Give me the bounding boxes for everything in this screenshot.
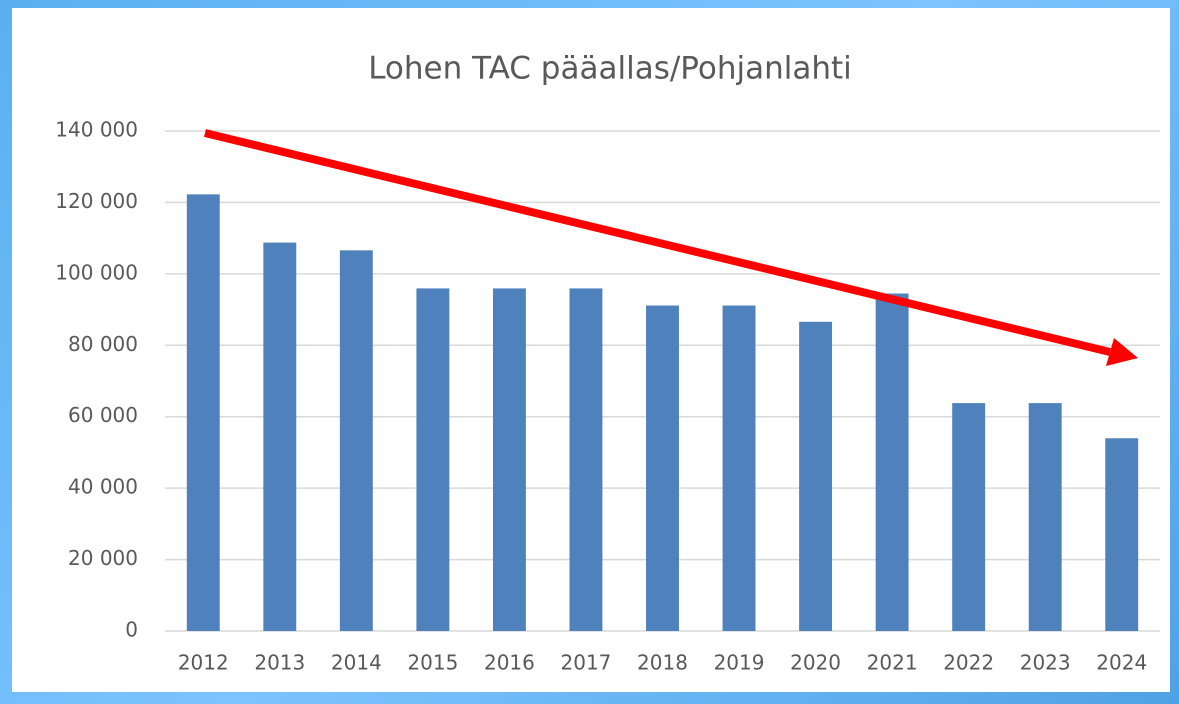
- bar: [1105, 438, 1139, 631]
- bar: [799, 321, 833, 631]
- x-tick-label: 2012: [178, 651, 229, 675]
- y-tick-label: 0: [125, 618, 138, 642]
- y-tick-label: 40 000: [68, 475, 138, 499]
- bar: [416, 288, 450, 631]
- x-tick-label: 2021: [867, 651, 918, 675]
- x-tick-label: 2013: [254, 651, 305, 675]
- y-tick-label: 120 000: [55, 189, 138, 213]
- bar: [1028, 403, 1062, 631]
- bar: [646, 305, 679, 631]
- trend-arrow: [204, 129, 1111, 356]
- x-tick-label: 2019: [714, 651, 765, 675]
- x-tick-label: 2022: [943, 651, 994, 675]
- plot: 0 20 000 40 000 60 000 80 000 100 000 120 000 1…: [55, 118, 1160, 675]
- bar: [186, 194, 220, 631]
- x-tick-label: 2018: [637, 651, 688, 675]
- y-tick-label: 20 000: [68, 546, 138, 570]
- chart-title: Lohen TAC pääallas/Pohjanlahti: [368, 51, 852, 87]
- bar: [339, 250, 373, 631]
- y-tick-label: 80 000: [68, 332, 138, 356]
- y-tick-label: 140 000: [55, 118, 138, 142]
- bar: [952, 403, 986, 631]
- y-tick-label: 60 000: [68, 403, 138, 427]
- x-tick-label: 2016: [484, 651, 535, 675]
- x-tick-label: 2020: [790, 651, 841, 675]
- bar: [875, 293, 909, 631]
- bar: [263, 242, 297, 632]
- x-tick-label: 2023: [1020, 651, 1071, 675]
- y-tick-label: 100 000: [55, 260, 138, 284]
- x-tick-label: 2024: [1096, 651, 1147, 675]
- x-tick-label: 2015: [407, 651, 458, 675]
- x-tick-label: 2017: [561, 651, 612, 675]
- bar: [569, 288, 603, 631]
- bar: [722, 305, 756, 631]
- x-tick-label: 2014: [331, 651, 382, 675]
- bar: [492, 288, 526, 631]
- trend-arrow-head: [1106, 338, 1138, 366]
